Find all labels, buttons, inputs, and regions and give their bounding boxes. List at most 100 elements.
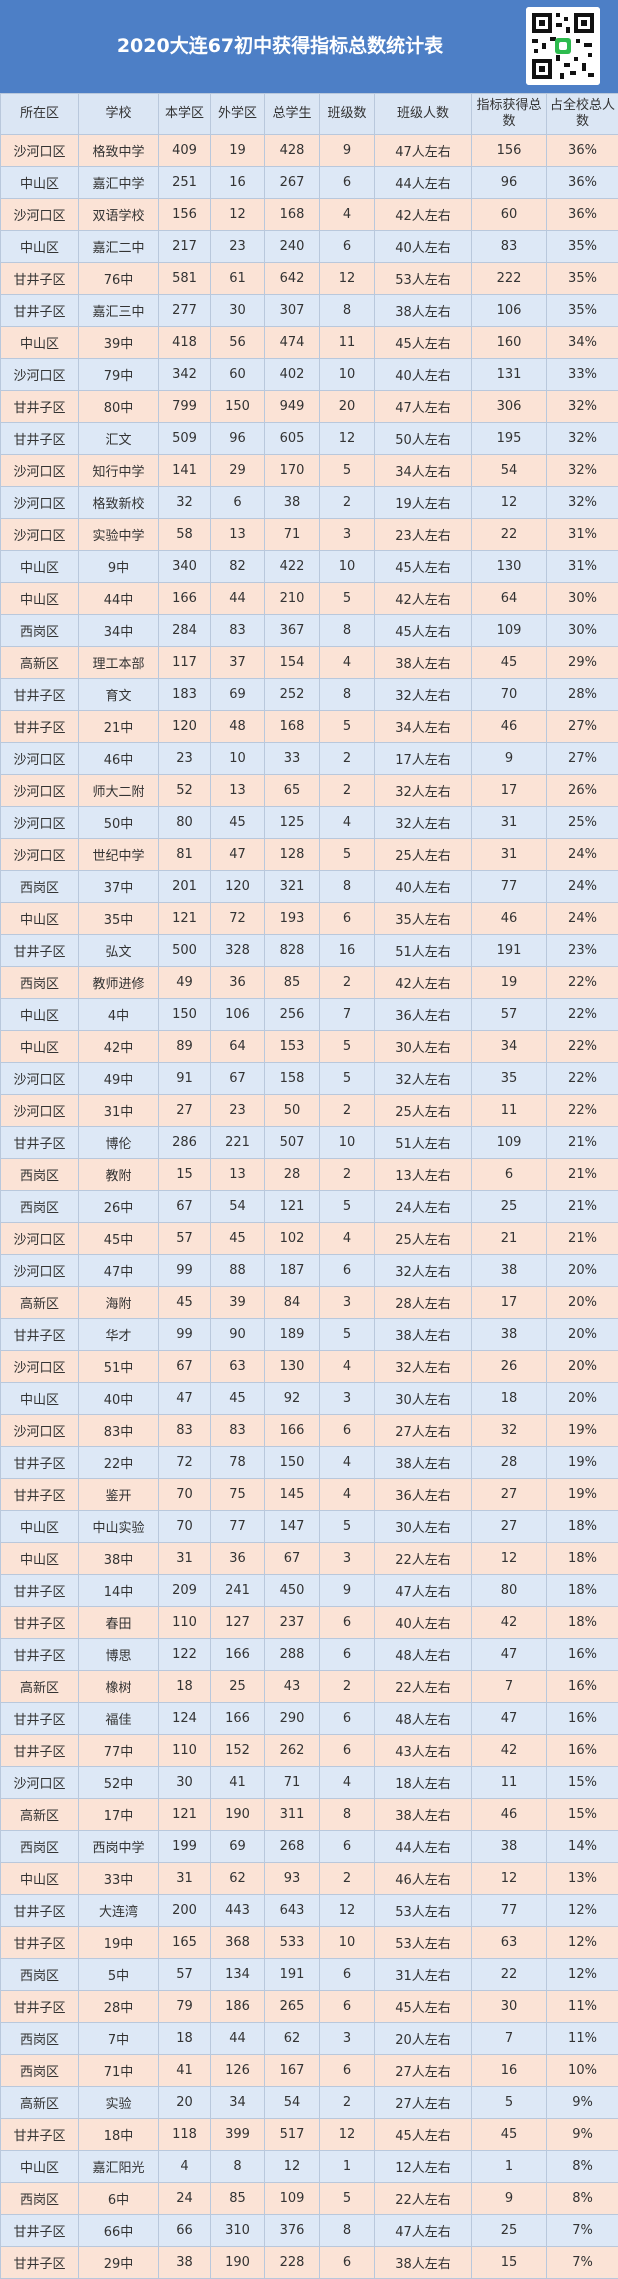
cell-quota-total: 6 — [472, 1159, 547, 1191]
cell-school: 21中 — [79, 711, 159, 743]
cell-district: 甘井子区 — [1, 1575, 79, 1607]
cell-class-size: 45人左右 — [375, 327, 472, 359]
cell-total-students: 507 — [265, 1127, 320, 1159]
cell-percentage: 20% — [547, 1383, 618, 1415]
column-header-other-district: 外学区 — [211, 94, 265, 135]
cell-quota-total: 25 — [472, 2215, 547, 2247]
cell-percentage: 21% — [547, 1159, 618, 1191]
cell-other-district: 152 — [211, 1735, 265, 1767]
cell-school: 39中 — [79, 327, 159, 359]
cell-class-size: 44人左右 — [375, 167, 472, 199]
cell-district: 甘井子区 — [1, 1735, 79, 1767]
cell-other-district: 190 — [211, 2247, 265, 2279]
cell-class-count: 6 — [320, 1831, 375, 1863]
cell-percentage: 18% — [547, 1607, 618, 1639]
cell-quota-total: 16 — [472, 2055, 547, 2087]
cell-school: 实验 — [79, 2087, 159, 2119]
cell-total-students: 85 — [265, 967, 320, 999]
cell-local-district: 41 — [159, 2055, 211, 2087]
cell-percentage: 22% — [547, 999, 618, 1031]
cell-local-district: 251 — [159, 167, 211, 199]
cell-school: 博伦 — [79, 1127, 159, 1159]
cell-class-size: 47人左右 — [375, 2215, 472, 2247]
cell-quota-total: 46 — [472, 711, 547, 743]
cell-other-district: 96 — [211, 423, 265, 455]
cell-quota-total: 34 — [472, 1031, 547, 1063]
cell-school: 29中 — [79, 2247, 159, 2279]
cell-class-size: 38人左右 — [375, 2247, 472, 2279]
cell-total-students: 256 — [265, 999, 320, 1031]
cell-quota-total: 156 — [472, 135, 547, 167]
cell-local-district: 57 — [159, 1959, 211, 1991]
cell-total-students: 125 — [265, 807, 320, 839]
cell-other-district: 34 — [211, 2087, 265, 2119]
cell-local-district: 83 — [159, 1415, 211, 1447]
cell-percentage: 12% — [547, 1927, 618, 1959]
cell-quota-total: 5 — [472, 2087, 547, 2119]
cell-total-students: 150 — [265, 1447, 320, 1479]
cell-total-students: 288 — [265, 1639, 320, 1671]
cell-other-district: 88 — [211, 1255, 265, 1287]
cell-quota-total: 25 — [472, 1191, 547, 1223]
cell-total-students: 311 — [265, 1799, 320, 1831]
cell-class-count: 6 — [320, 1703, 375, 1735]
cell-percentage: 24% — [547, 871, 618, 903]
cell-quota-total: 30 — [472, 1991, 547, 2023]
cell-class-count: 7 — [320, 999, 375, 1031]
cell-other-district: 443 — [211, 1895, 265, 1927]
cell-class-count: 2 — [320, 1671, 375, 1703]
column-header-quota-total: 指标获得总数 — [472, 94, 547, 135]
cell-district: 高新区 — [1, 1799, 79, 1831]
cell-total-students: 474 — [265, 327, 320, 359]
cell-class-count: 5 — [320, 1031, 375, 1063]
cell-local-district: 799 — [159, 391, 211, 423]
cell-total-students: 170 — [265, 455, 320, 487]
cell-quota-total: 64 — [472, 583, 547, 615]
cell-class-size: 35人左右 — [375, 903, 472, 935]
cell-local-district: 120 — [159, 711, 211, 743]
cell-percentage: 16% — [547, 1671, 618, 1703]
cell-district: 甘井子区 — [1, 1479, 79, 1511]
cell-class-size: 18人左右 — [375, 1767, 472, 1799]
cell-school: 76中 — [79, 263, 159, 295]
cell-class-size: 53人左右 — [375, 1927, 472, 1959]
column-header-total-students: 总学生 — [265, 94, 320, 135]
cell-class-count: 4 — [320, 1223, 375, 1255]
cell-local-district: 183 — [159, 679, 211, 711]
cell-total-students: 268 — [265, 1831, 320, 1863]
cell-school: 33中 — [79, 1863, 159, 1895]
cell-class-size: 50人左右 — [375, 423, 472, 455]
cell-percentage: 12% — [547, 1895, 618, 1927]
cell-other-district: 12 — [211, 199, 265, 231]
cell-total-students: 605 — [265, 423, 320, 455]
cell-percentage: 21% — [547, 1223, 618, 1255]
cell-class-size: 25人左右 — [375, 1095, 472, 1127]
cell-class-count: 12 — [320, 263, 375, 295]
cell-percentage: 8% — [547, 2151, 618, 2183]
cell-percentage: 20% — [547, 1287, 618, 1319]
cell-total-students: 252 — [265, 679, 320, 711]
cell-other-district: 83 — [211, 615, 265, 647]
cell-quota-total: 77 — [472, 871, 547, 903]
cell-class-size: 47人左右 — [375, 135, 472, 167]
cell-district: 沙河口区 — [1, 1767, 79, 1799]
cell-class-size: 20人左右 — [375, 2023, 472, 2055]
cell-class-count: 2 — [320, 743, 375, 775]
cell-total-students: 65 — [265, 775, 320, 807]
cell-class-size: 19人左右 — [375, 487, 472, 519]
cell-class-count: 10 — [320, 551, 375, 583]
cell-other-district: 221 — [211, 1127, 265, 1159]
cell-school: 17中 — [79, 1799, 159, 1831]
cell-local-district: 277 — [159, 295, 211, 327]
cell-school: 18中 — [79, 2119, 159, 2151]
cell-class-size: 36人左右 — [375, 999, 472, 1031]
cell-local-district: 99 — [159, 1255, 211, 1287]
cell-quota-total: 31 — [472, 839, 547, 871]
